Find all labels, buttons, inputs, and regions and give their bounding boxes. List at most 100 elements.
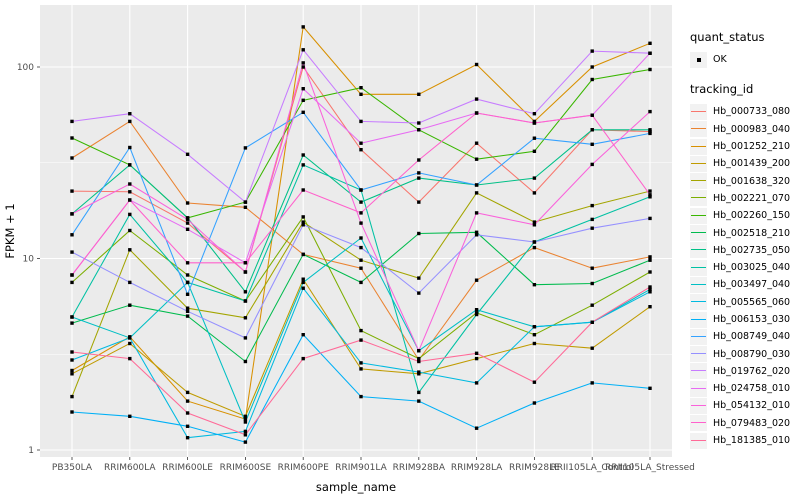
series-color-line-icon	[691, 353, 706, 355]
series-color-line-icon	[691, 266, 706, 268]
legend-item-label: Hb_008749_040	[713, 331, 791, 343]
legend-item-Hb_008790_030: Hb_008790_030	[690, 345, 800, 363]
legend-item-label: Hb_002260_150	[713, 210, 791, 222]
data-point	[474, 308, 479, 312]
data-point	[532, 121, 537, 125]
legend-color-key	[690, 207, 707, 224]
data-point	[648, 195, 652, 199]
data-point	[648, 129, 652, 134]
data-point	[128, 228, 132, 233]
data-point	[185, 217, 190, 222]
data-point	[417, 158, 421, 162]
data-point	[417, 291, 421, 295]
data-point	[128, 356, 132, 361]
data-point	[590, 203, 594, 208]
data-point	[301, 356, 305, 361]
data-point	[648, 51, 652, 55]
x-tick-label: PB350LA	[52, 463, 93, 473]
data-point	[243, 205, 248, 209]
data-point	[70, 189, 74, 193]
legend-item-label: Hb_001638_320	[713, 175, 791, 187]
data-point	[590, 113, 594, 117]
x-tick-label: RRII105LA_Control	[550, 463, 633, 473]
data-point	[243, 433, 248, 437]
legend-item-label: Hb_006153_030	[713, 314, 791, 325]
data-point	[590, 320, 594, 324]
legend-item-Hb_006153_030: Hb_006153_030	[690, 311, 800, 328]
legend-item-label: Hb_000983_040	[713, 123, 791, 135]
data-point	[359, 280, 363, 285]
data-point	[359, 188, 363, 192]
data-point	[359, 86, 363, 90]
data-point	[301, 286, 305, 290]
data-point	[185, 201, 190, 205]
data-point	[417, 128, 421, 132]
data-point	[243, 146, 248, 150]
legend-item-label: Hb_001439_200	[713, 158, 791, 170]
legend-item-label: Hb_005565_060	[713, 296, 791, 308]
data-point	[185, 280, 190, 285]
data-point	[590, 281, 594, 286]
y-tick-label: 10	[23, 255, 35, 265]
legend-title-tracking-id: tracking_id	[690, 82, 754, 97]
data-point	[590, 226, 594, 230]
data-point	[185, 436, 190, 440]
data-point	[359, 211, 363, 215]
data-point	[70, 372, 74, 376]
data-point	[301, 163, 305, 167]
data-point	[648, 131, 652, 136]
data-point	[185, 314, 190, 318]
data-point	[243, 290, 248, 294]
data-point	[648, 67, 652, 72]
data-point	[70, 280, 74, 285]
data-point	[474, 62, 479, 67]
legend-item-Hb_000983_040: Hb_000983_040	[690, 121, 800, 138]
data-point	[243, 336, 248, 340]
series-color-line-icon	[691, 387, 706, 389]
data-point	[243, 417, 248, 421]
data-point	[128, 336, 132, 340]
y-tick-label: 1	[28, 446, 34, 456]
data-point	[417, 176, 421, 180]
series-color-line-icon	[691, 439, 706, 441]
data-point	[185, 152, 190, 156]
legend-color-key	[690, 103, 707, 120]
data-point	[532, 283, 537, 287]
x-tick-label: RRIM928BA	[393, 463, 446, 473]
data-point	[185, 227, 190, 231]
data-point	[648, 255, 652, 259]
data-point	[301, 65, 305, 69]
data-point	[417, 276, 421, 280]
data-point	[301, 98, 305, 102]
ok-point-key	[690, 51, 707, 68]
data-point	[417, 200, 421, 204]
series-color-line-icon	[691, 232, 706, 234]
legend-item-label: Hb_019762_020	[713, 365, 791, 377]
legend-item-Hb_002518_210: Hb_002518_210	[690, 224, 800, 242]
data-point	[648, 386, 652, 390]
data-point	[185, 424, 190, 428]
legend-item-ok: OK	[690, 51, 800, 68]
data-point	[70, 394, 74, 399]
data-point	[243, 420, 248, 424]
data-point	[474, 97, 479, 101]
legend-item-Hb_002221_070: Hb_002221_070	[690, 190, 800, 207]
data-point	[301, 87, 305, 91]
x-tick-label: RRIM928LE	[509, 463, 560, 473]
data-point	[648, 258, 652, 262]
data-point	[70, 119, 74, 124]
data-point	[590, 217, 594, 222]
data-point	[359, 200, 363, 204]
data-point	[648, 285, 652, 289]
legend-item-Hb_005565_060: Hb_005565_060	[690, 294, 800, 311]
data-point	[474, 351, 479, 355]
series-color-line-icon	[691, 249, 706, 251]
data-point	[417, 359, 421, 364]
series-color-line-icon	[691, 180, 706, 182]
series-color-line-icon	[691, 162, 706, 164]
data-point	[532, 333, 537, 337]
data-point	[417, 121, 421, 125]
legend-item-Hb_003497_040: Hb_003497_040	[690, 276, 800, 293]
data-point	[70, 350, 74, 354]
data-point	[301, 48, 305, 52]
